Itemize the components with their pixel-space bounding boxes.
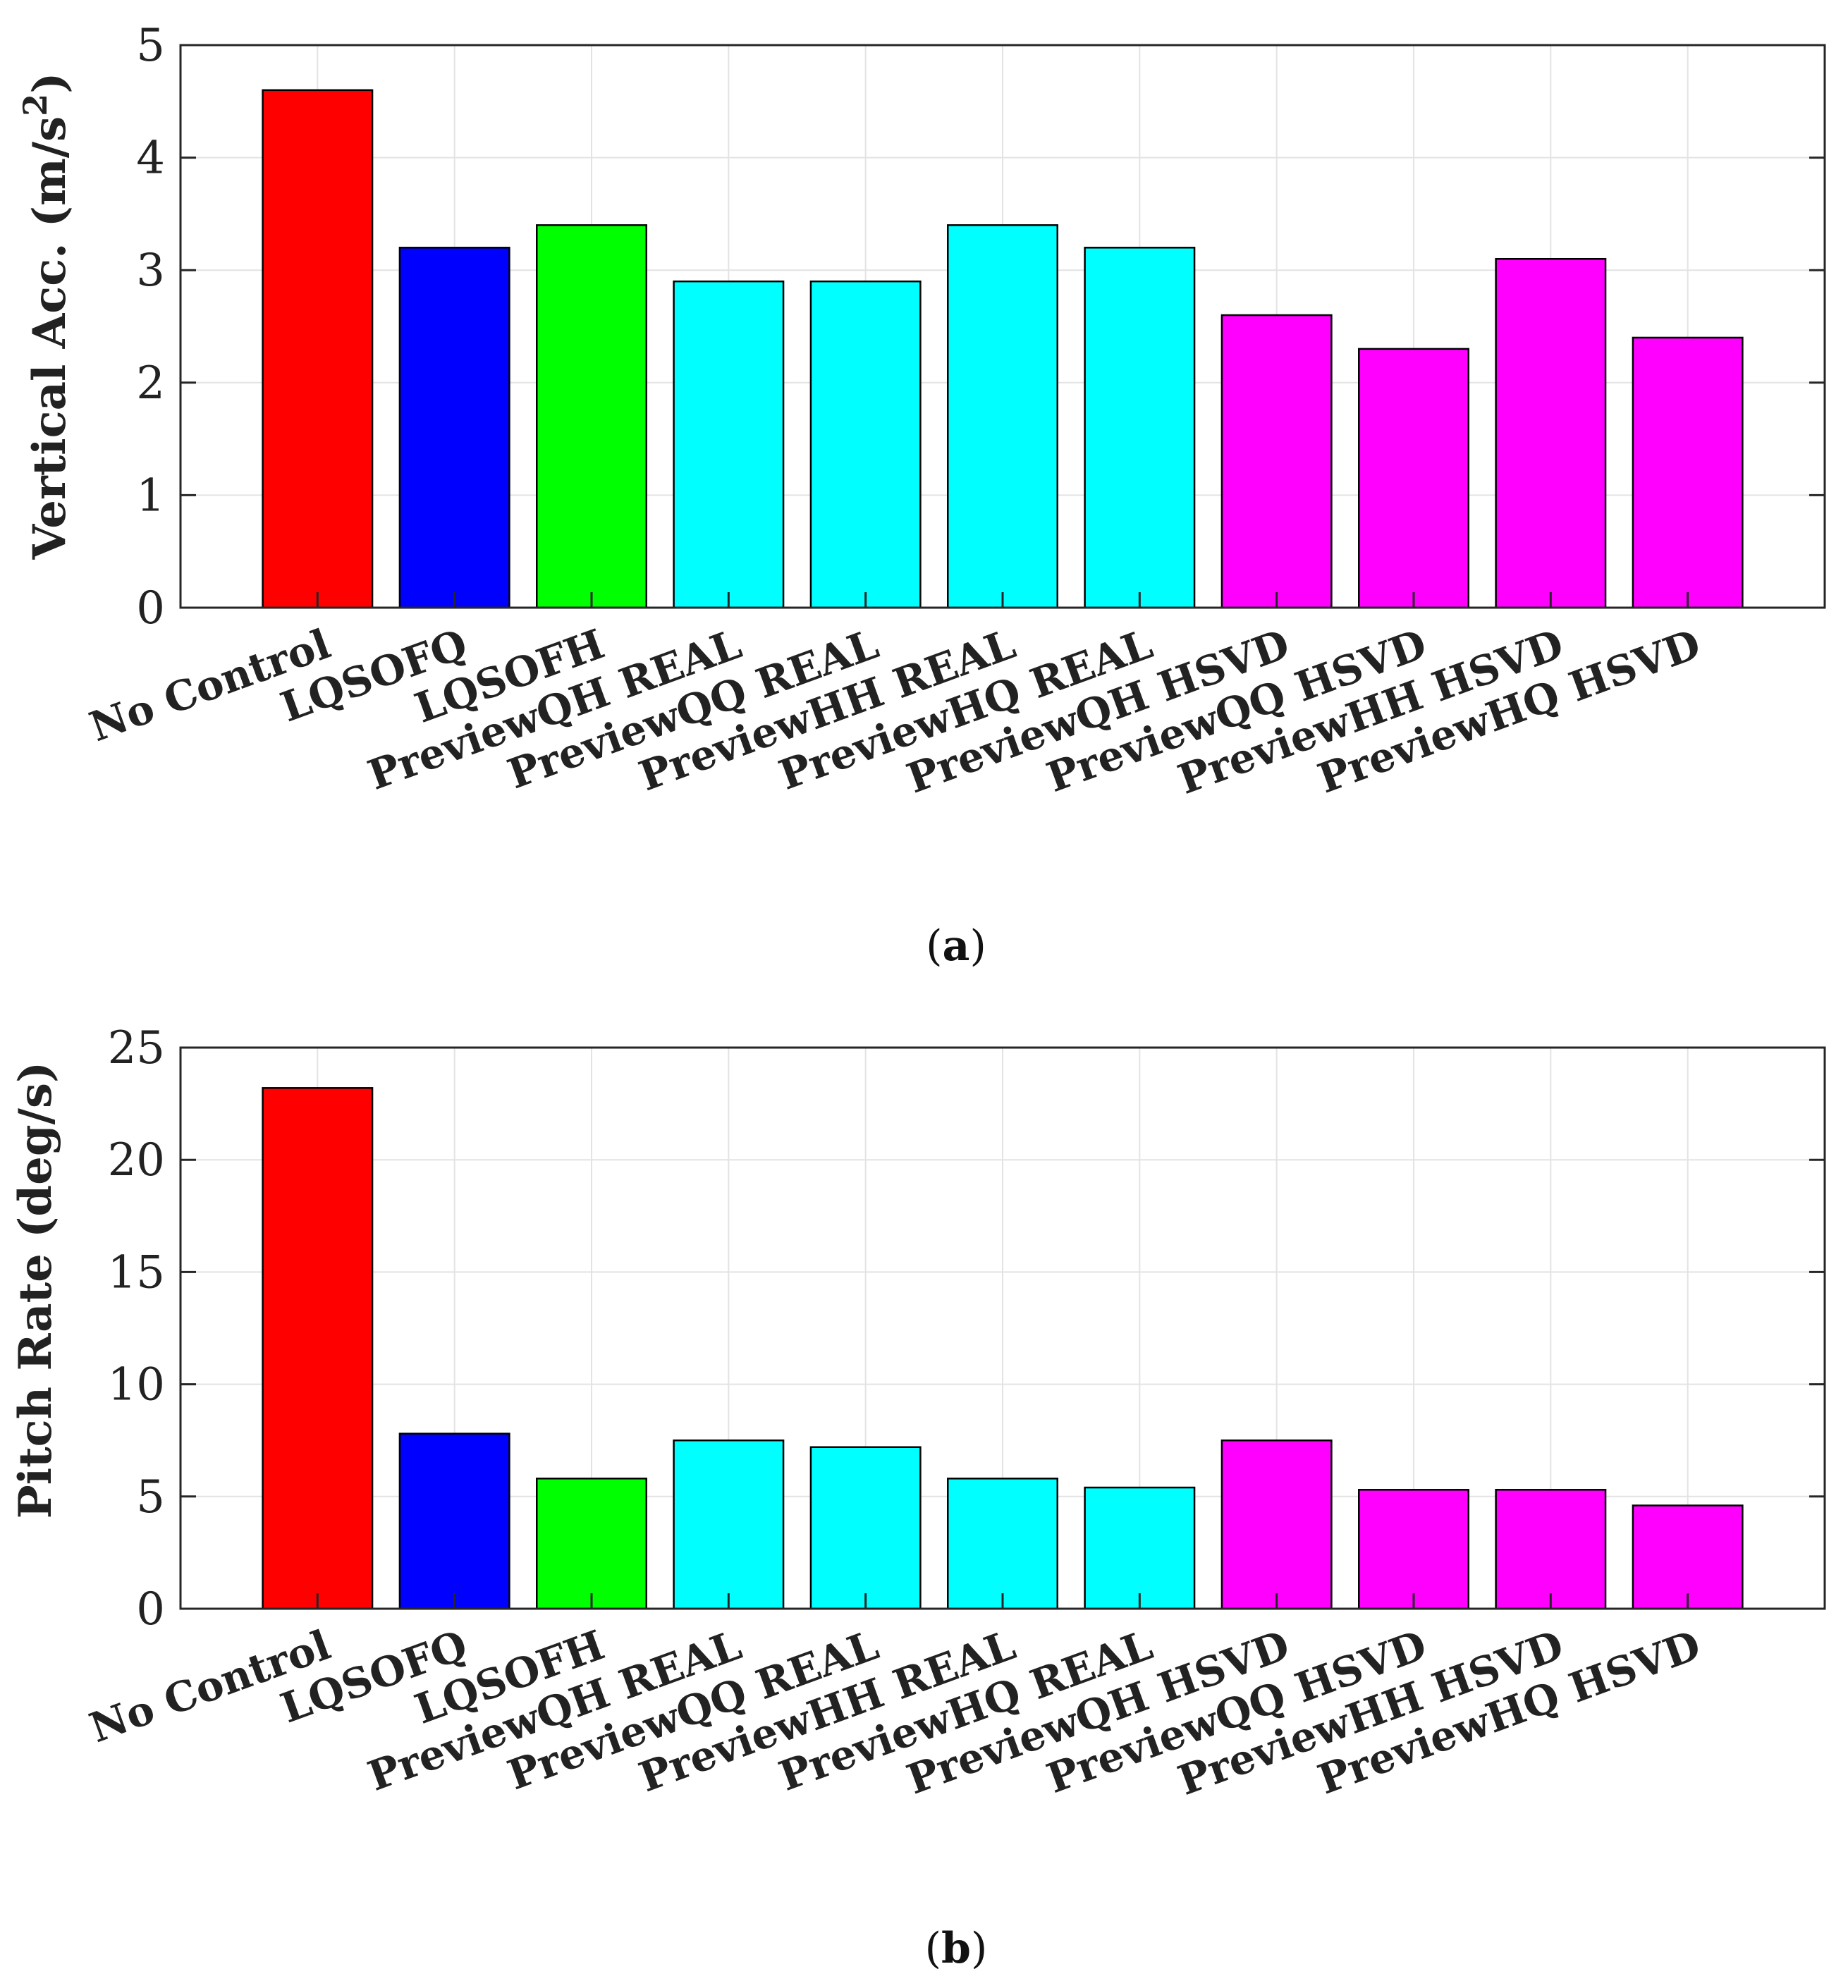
y-tick-label: 15 bbox=[108, 1246, 165, 1299]
bar-9 bbox=[1358, 1488, 1469, 1610]
bar-5 bbox=[809, 1446, 922, 1610]
y-tick-label: 2 bbox=[136, 357, 165, 410]
y-tick-label: 20 bbox=[108, 1134, 165, 1186]
caption-letter: a bbox=[943, 921, 970, 971]
bar-1 bbox=[262, 89, 374, 609]
bar-4 bbox=[673, 1439, 785, 1610]
y-tick-label: 5 bbox=[136, 20, 165, 72]
bar-3 bbox=[536, 224, 647, 609]
caption-close-paren: ) bbox=[969, 921, 986, 971]
bar-1 bbox=[262, 1087, 374, 1610]
y-tick-label: 3 bbox=[136, 245, 165, 297]
y-axis-label-main: Pitch Rate (deg/s) bbox=[9, 1062, 62, 1519]
bar-8 bbox=[1220, 314, 1333, 609]
bar-7 bbox=[1084, 247, 1196, 609]
bar-5 bbox=[809, 280, 922, 609]
bar-8 bbox=[1220, 1439, 1333, 1610]
bar-6 bbox=[947, 1478, 1058, 1610]
caption-open-paren: ( bbox=[925, 1924, 941, 1973]
bar-2 bbox=[398, 247, 510, 609]
subfigure-caption: (a) bbox=[926, 921, 986, 971]
caption-close-paren: ) bbox=[971, 1924, 987, 1973]
y-axis-label-suffix: ) bbox=[23, 73, 76, 94]
y-tick-label: 5 bbox=[136, 1471, 165, 1523]
subfigure-caption: (b) bbox=[925, 1924, 988, 1973]
bar-10 bbox=[1495, 257, 1607, 609]
y-tick-label: 1 bbox=[136, 470, 165, 522]
y-tick-label: 0 bbox=[136, 1583, 165, 1636]
bar-7 bbox=[1084, 1486, 1196, 1610]
bar-6 bbox=[947, 224, 1058, 609]
y-tick-label: 10 bbox=[108, 1359, 165, 1411]
bar-11 bbox=[1632, 336, 1744, 609]
y-axis-label: Pitch Rate (deg/s) bbox=[9, 1062, 62, 1519]
bar-11 bbox=[1632, 1504, 1744, 1610]
y-axis-label-main: Vertical Acc. (m/s bbox=[23, 116, 76, 560]
y-axis-label: Vertical Acc. (m/s2) bbox=[16, 73, 76, 560]
bar-4 bbox=[673, 280, 785, 609]
y-tick-label: 4 bbox=[136, 133, 165, 185]
bar-10 bbox=[1495, 1488, 1607, 1610]
y-axis-label-superscript: 2 bbox=[16, 94, 54, 116]
y-tick-label: 0 bbox=[136, 582, 165, 634]
caption-letter: b bbox=[941, 1924, 971, 1973]
bar-9 bbox=[1358, 348, 1469, 609]
bar-2 bbox=[398, 1432, 510, 1610]
caption-open-paren: ( bbox=[926, 921, 942, 971]
bar-3 bbox=[536, 1478, 647, 1610]
y-tick-label: 25 bbox=[108, 1022, 165, 1074]
